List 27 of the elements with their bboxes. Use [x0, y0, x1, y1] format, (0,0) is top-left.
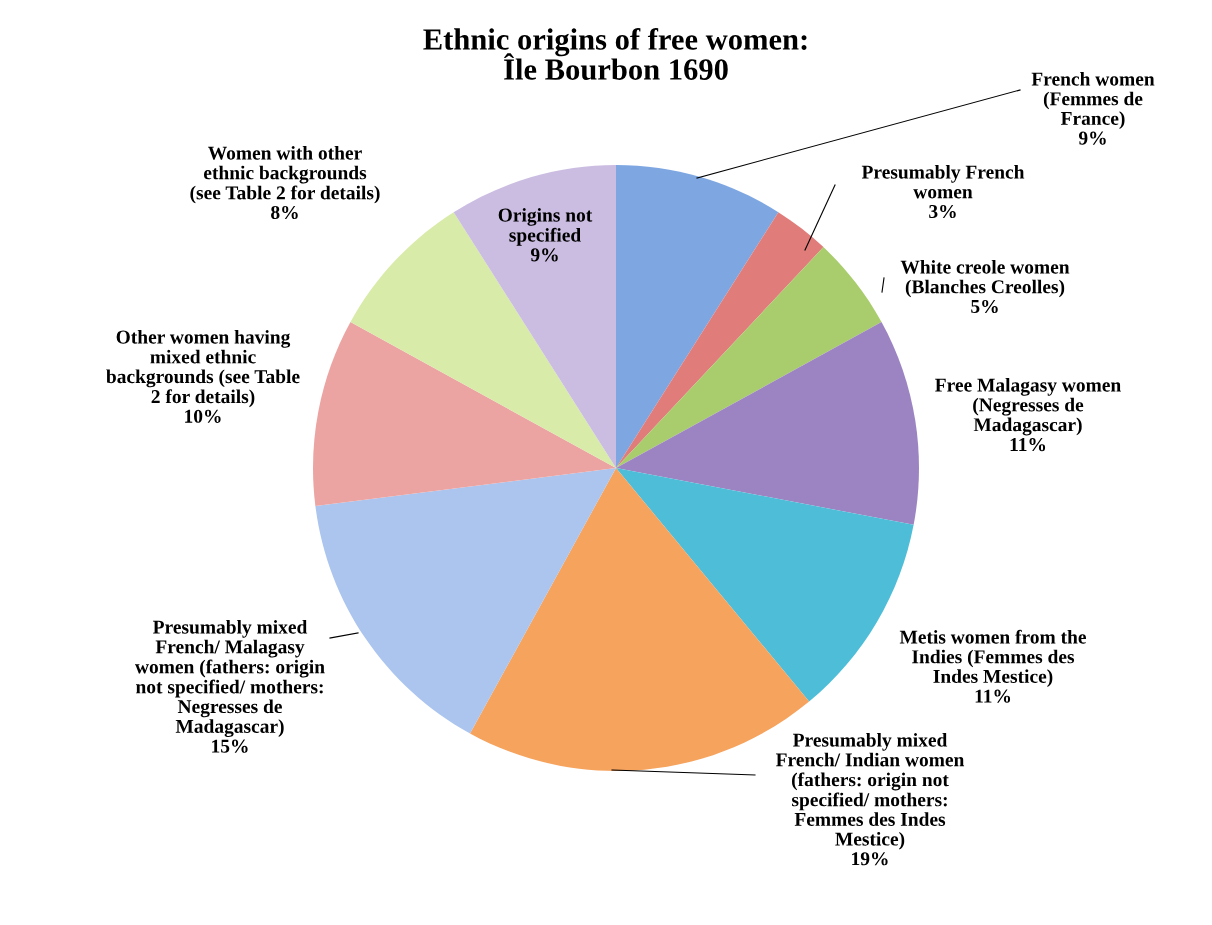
slice-label: French women (Femmes de France) [1031, 72, 1155, 129]
data-label: 5% [971, 299, 998, 314]
data-label: 8% [271, 205, 298, 220]
data-label: 9% [1078, 131, 1106, 145]
pie-slice [453, 165, 616, 468]
data-label: 3% [929, 204, 956, 219]
data-label: 11% [975, 689, 1011, 703]
data-label: 19% [852, 852, 888, 866]
data-label: 11% [1010, 437, 1046, 452]
slice-label: Presumably mixed French/ Malagasy women (fathers: origin not specified/ mothers: Negresses de Madagascar) [135, 620, 325, 738]
pie-slice [616, 247, 882, 468]
pie-slice [616, 212, 824, 468]
slice-label: Presumably French women [861, 165, 1025, 199]
slice-label: Free Malagasy women (Negresses de Madagascar) [935, 378, 1121, 436]
pie-slice [616, 165, 779, 468]
slice-label: Origins not specified [498, 208, 593, 246]
data-label: 10% [185, 409, 221, 423]
data-label: 15% [212, 739, 248, 753]
slice-label: Other women having mixed ethnic backgrounds (see Table 2 for details) [106, 330, 300, 408]
chart-title: Ethnic origins of free women: Île Bourbon 1690 [423, 28, 807, 80]
slice-label: Presumably mixed French/ Indian women (fathers: origin not specified/ mothers: Femmes des Indes Mestice) [775, 733, 965, 850]
pie-slice [616, 322, 919, 525]
data-label: 9% [530, 248, 558, 262]
slice-label: White creole women (Blanches Creolles) [900, 260, 1070, 298]
pie-slice [313, 322, 616, 506]
slice-label: Women with other ethnic backgrounds (see Table 2 for details) [190, 146, 380, 204]
slice-label: Metis women from the Indies (Femmes des Indes Mestice) [899, 629, 1087, 687]
